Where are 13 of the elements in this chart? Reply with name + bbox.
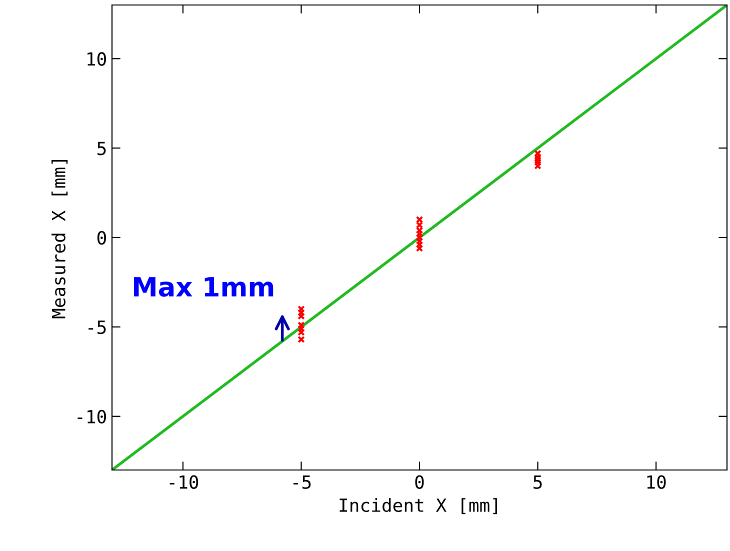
- x-axis-title: Incident X [mm]: [340, 498, 497, 514]
- y-tick-label: -5: [88, 320, 106, 334]
- x-tick-label: -10: [170, 475, 198, 489]
- y-tick-label: 5: [98, 142, 106, 156]
- x-tick-label: 10: [647, 475, 666, 489]
- y-tick-label: -10: [78, 410, 106, 424]
- y-tick-label: 10: [88, 52, 106, 66]
- x-tick-label: 5: [534, 476, 542, 489]
- x-tick-label: -5: [294, 476, 311, 489]
- y-tick-label: 0: [97, 231, 106, 245]
- x-tick-label: 0: [415, 475, 424, 489]
- y-axis-title: Measured X [mm]: [52, 160, 68, 318]
- annotation: Max 1mm: [134, 277, 274, 297]
